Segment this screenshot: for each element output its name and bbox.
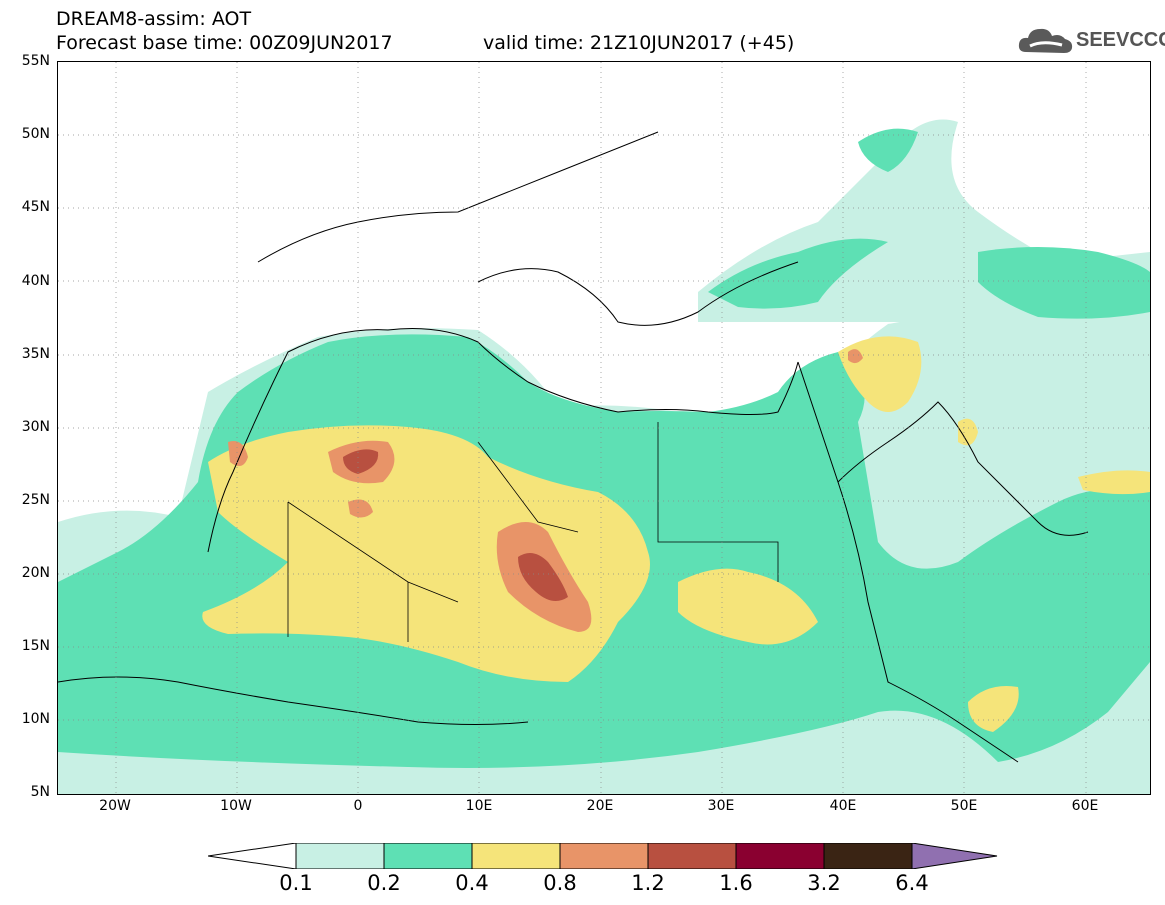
aot-map <box>58 62 1150 794</box>
lon-label: 10W <box>220 798 252 814</box>
colorbar-label: 0.1 <box>279 871 313 895</box>
colorbar-segment <box>735 843 825 869</box>
lon-label: 20E <box>586 798 614 814</box>
aot-field-1.2-1.6 <box>343 449 568 601</box>
title-base-time: Forecast base time: 00Z09JUN2017 <box>56 32 393 54</box>
cloud-logo-icon <box>1018 28 1073 53</box>
lat-label: 30N <box>21 419 50 435</box>
colorbar-segment <box>647 843 737 869</box>
colorbar-segment <box>383 843 473 869</box>
colorbar-segment <box>823 843 913 869</box>
colorbar-segment-above <box>911 843 998 869</box>
lat-label: 45N <box>21 199 50 215</box>
colorbar-label: 1.2 <box>631 871 665 895</box>
colorbar-segment <box>559 843 649 869</box>
gridlines <box>58 62 1150 794</box>
lat-label: 35N <box>21 346 50 362</box>
colorbar-label: 6.4 <box>895 871 929 895</box>
lon-label: 30E <box>707 798 735 814</box>
colorbar-label: 0.4 <box>455 871 489 895</box>
colorbar-segment-below <box>208 843 297 869</box>
colorbar-label: 3.2 <box>807 871 841 895</box>
lat-label: 55N <box>21 53 50 69</box>
lon-label: 60E <box>1071 798 1099 814</box>
lon-label: 10E <box>465 798 493 814</box>
lon-label: 20W <box>99 798 131 814</box>
lat-label: 50N <box>21 126 50 142</box>
lat-label: 40N <box>21 273 50 289</box>
lat-label: 20N <box>21 565 50 581</box>
lat-label: 5N <box>30 784 50 800</box>
colorbar-label: 0.2 <box>367 871 401 895</box>
colorbar-segment <box>295 843 385 869</box>
title-product: DREAM8-assim: AOT <box>56 8 252 30</box>
coastlines <box>58 131 1089 763</box>
country-borders <box>287 422 779 642</box>
colorbar-label: 1.6 <box>719 871 753 895</box>
lon-label: 0 <box>353 798 363 814</box>
map-panel <box>57 61 1151 795</box>
title-valid-time: valid time: 21Z10JUN2017 (+45) <box>483 32 795 54</box>
colorbar-segment <box>471 843 561 869</box>
lat-label: 25N <box>21 492 50 508</box>
lat-label: 15N <box>21 638 50 654</box>
aot-field-0.4-0.8 <box>202 336 1150 732</box>
seevccc-logo: SEEVCCC <box>1018 24 1165 58</box>
colorbar <box>208 843 998 869</box>
lon-label: 40E <box>829 798 857 814</box>
logo-text: SEEVCCC <box>1076 29 1165 51</box>
lat-label: 10N <box>21 711 50 727</box>
colorbar-label: 0.8 <box>543 871 577 895</box>
lon-label: 50E <box>950 798 978 814</box>
